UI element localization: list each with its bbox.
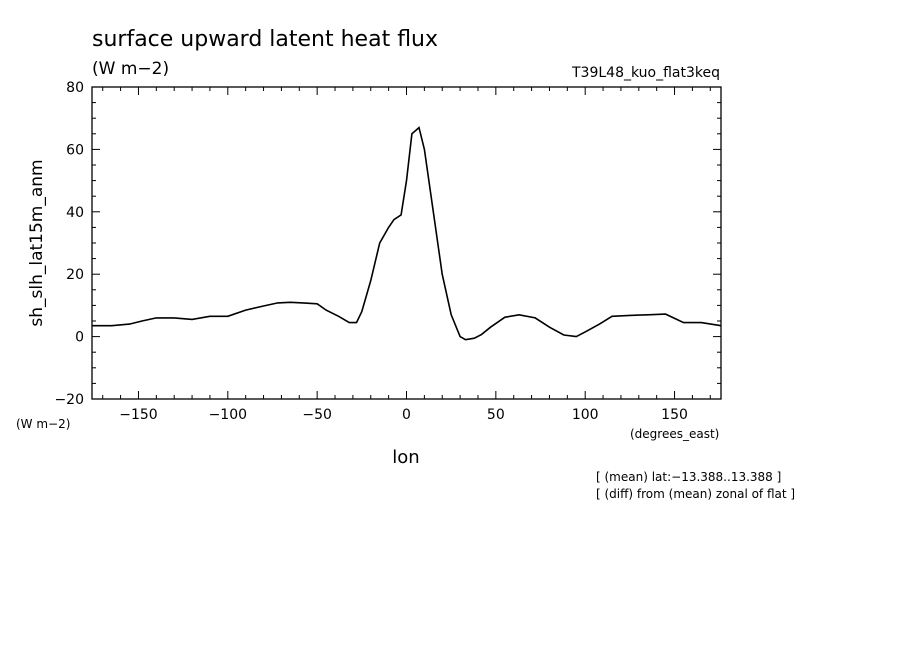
- y-tick-label: 60: [66, 142, 84, 158]
- y-axis-label: sh_slh_lat15m_anm: [27, 159, 47, 326]
- x-tick-label: 0: [402, 407, 411, 423]
- x-axis-label: lon: [392, 447, 419, 468]
- x-tick-label: 50: [487, 407, 505, 423]
- chart-title: surface upward latent heat flux: [92, 27, 438, 52]
- note-mean-lat: [ (mean) lat:−13.388..13.388 ]: [596, 470, 781, 484]
- x-tick-label: −100: [209, 407, 247, 423]
- y-axis-ticks: [92, 86, 721, 400]
- note-diff-zonal: [ (diff) from (mean) zonal of flat ]: [596, 487, 795, 501]
- y-tick-label: 80: [66, 80, 84, 96]
- x-tick-label: −50: [302, 407, 332, 423]
- x-axis-tick-labels: −150 −100 −50 0 50 100 150: [119, 407, 688, 423]
- y-tick-label: 0: [75, 330, 84, 346]
- experiment-label: T39L48_kuo_flat3keq: [571, 65, 720, 81]
- x-tick-label: 150: [661, 407, 688, 423]
- x-axis-ticks: [102, 87, 711, 399]
- x-axis-units: (degrees_east): [630, 427, 719, 441]
- plot-frame: [91, 86, 722, 400]
- x-tick-label: −150: [119, 407, 157, 423]
- x-tick-label: 100: [572, 407, 599, 423]
- y-tick-label: 20: [66, 267, 84, 283]
- series-line: [92, 126, 722, 341]
- chart-title-units: (W m−2): [92, 59, 169, 79]
- y-axis-units: (W m−2): [16, 417, 70, 431]
- y-tick-label: −20: [54, 392, 84, 408]
- y-tick-label: 40: [66, 205, 84, 221]
- y-axis-tick-labels: −20 0 20 40 60 80: [54, 80, 84, 408]
